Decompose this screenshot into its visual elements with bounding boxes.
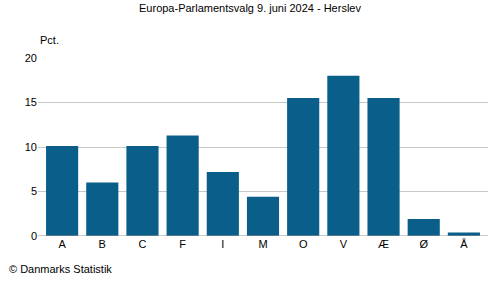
svg-text:Ø: Ø bbox=[419, 238, 428, 250]
svg-text:Europa-Parlamentsvalg 9. juni: Europa-Parlamentsvalg 9. juni 2024 - Her… bbox=[139, 2, 361, 14]
svg-text:5: 5 bbox=[31, 185, 37, 197]
svg-text:I: I bbox=[221, 238, 224, 250]
svg-text:A: A bbox=[58, 238, 66, 250]
svg-text:0: 0 bbox=[31, 230, 37, 242]
svg-text:10: 10 bbox=[25, 141, 37, 153]
svg-text:© Danmarks Statistik: © Danmarks Statistik bbox=[9, 263, 112, 275]
svg-text:B: B bbox=[99, 238, 106, 250]
svg-text:Å: Å bbox=[460, 238, 468, 250]
svg-text:15: 15 bbox=[25, 96, 37, 108]
svg-text:F: F bbox=[179, 238, 186, 250]
svg-text:Pct.: Pct. bbox=[40, 34, 59, 46]
svg-text:20: 20 bbox=[25, 52, 37, 64]
svg-text:Æ: Æ bbox=[378, 238, 389, 250]
svg-text:V: V bbox=[340, 238, 348, 250]
svg-text:M: M bbox=[258, 238, 267, 250]
svg-text:C: C bbox=[138, 238, 146, 250]
svg-text:O: O bbox=[299, 238, 308, 250]
